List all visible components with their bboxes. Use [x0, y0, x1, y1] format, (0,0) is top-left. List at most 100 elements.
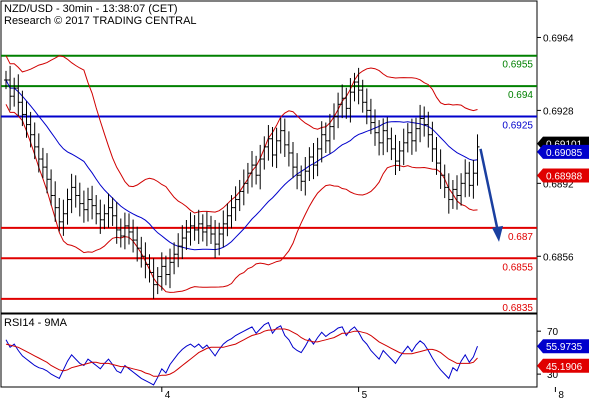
moving-average-line: [5, 79, 478, 251]
price-bar: [143, 242, 148, 279]
price-bar: [262, 136, 267, 170]
level-lines: 0.6955 0.694 0.6925 0.687 0.6855 0.6835: [1, 54, 537, 314]
price-bar: [155, 267, 160, 295]
price-bar: [360, 79, 365, 113]
x-tick-label: 8: [558, 390, 564, 400]
price-bar: [397, 140, 402, 171]
price-bar: [430, 121, 435, 162]
price-bar: [118, 218, 123, 248]
price-bar: [418, 104, 423, 143]
rsi-tick-label: 30: [547, 370, 559, 381]
price-bar: [57, 197, 62, 232]
price-bar: [422, 106, 427, 137]
price-bar: [73, 175, 78, 208]
price-bar: [65, 188, 70, 225]
y-tick-label: 0.6928: [543, 106, 574, 117]
price-bar: [258, 144, 263, 190]
price-bar: [426, 111, 431, 148]
rsi-tag-rsi_ma: 45.1906: [537, 358, 589, 373]
price-bar: [106, 193, 111, 228]
price-bar: [188, 212, 193, 246]
rsi-tick-label: 70: [547, 327, 559, 338]
level-label-0.6955: 0.6955: [502, 60, 533, 71]
price-bar: [278, 117, 283, 154]
price-bar: [311, 142, 316, 180]
price-bar: [8, 65, 13, 111]
price-bar: [98, 199, 103, 234]
price-bar: [225, 203, 230, 237]
price-tag-label: 0.69085: [546, 148, 583, 159]
bollinger-lower: [5, 104, 478, 293]
price-bar: [348, 78, 353, 123]
price-bar: [373, 109, 377, 146]
price-bar: [102, 204, 107, 230]
price-bar: [352, 72, 357, 102]
price-bar: [332, 103, 336, 140]
price-bar: [221, 210, 226, 248]
chart-symbol-title: NZD/USD - 30min - 13:38:07 (CET): [4, 3, 178, 15]
price-bar: [237, 179, 242, 212]
price-bar: [463, 159, 468, 198]
price-bar: [434, 137, 439, 175]
price-bar: [180, 225, 185, 260]
price-bar: [323, 122, 328, 153]
level-label-0.694: 0.694: [508, 90, 533, 101]
rsi-lines: [5, 321, 478, 386]
forecast-arrow: [479, 148, 503, 242]
price-bar: [16, 74, 21, 117]
price-bar: [28, 111, 33, 148]
price-bar: [393, 134, 398, 176]
price-bar: [192, 215, 197, 241]
price-bar: [168, 248, 172, 289]
price-bar: [61, 199, 66, 236]
x-tick-label: 5: [362, 390, 368, 400]
price-bar: [94, 195, 99, 225]
price-bar: [274, 127, 279, 169]
rsi-tag-rsi: 55.9735: [537, 339, 589, 354]
price-bar: [315, 137, 320, 177]
price-bar: [122, 212, 127, 250]
price-tag-label: 0.68988: [546, 172, 583, 183]
panel-frames: [0, 0, 538, 388]
price-bar: [77, 182, 82, 217]
price-bar: [414, 117, 418, 152]
price-bar: [40, 147, 45, 179]
price-bar: [459, 173, 464, 206]
price-bar: [20, 90, 25, 127]
price-bar: [299, 165, 304, 192]
price-bar: [45, 153, 49, 194]
level-label-0.687: 0.687: [508, 232, 533, 243]
y-tick-label: 0.6856: [543, 252, 574, 263]
price-tag-moving_average: 0.69085: [537, 144, 589, 159]
bollinger-upper: [5, 55, 478, 214]
price-bar: [233, 186, 238, 221]
price-bar: [307, 147, 312, 181]
price-bar: [131, 219, 136, 253]
x-tick-label: 4: [165, 390, 171, 400]
price-bar: [442, 164, 447, 199]
price-bar: [245, 162, 250, 194]
price-bar: [151, 258, 156, 299]
rsi-panel-title: RSI14 - 9MA: [4, 317, 68, 329]
price-bar: [110, 197, 115, 226]
price-bar: [381, 118, 386, 156]
rsi-tag-label: 45.1906: [546, 362, 583, 373]
price-bar: [364, 88, 369, 125]
rsi-tag-label: 55.9735: [546, 342, 583, 353]
price-bar: [340, 84, 345, 119]
y-tick-label: 0.6964: [543, 33, 574, 44]
price-bar: [135, 226, 140, 262]
price-bar: [213, 220, 218, 259]
price-bar: [455, 175, 459, 210]
rsi-panel-frame: [0, 313, 538, 388]
rsi-axis: 70 30 55.9735 45.1906: [537, 327, 589, 381]
price-bar: [446, 173, 451, 214]
price-bar: [438, 149, 443, 189]
price-bar: [409, 118, 414, 155]
time-axis: 4589: [161, 387, 564, 401]
price-axis: 0.6964 0.6928 0.6892 0.6856: [537, 33, 574, 263]
price-bar: [282, 118, 287, 157]
